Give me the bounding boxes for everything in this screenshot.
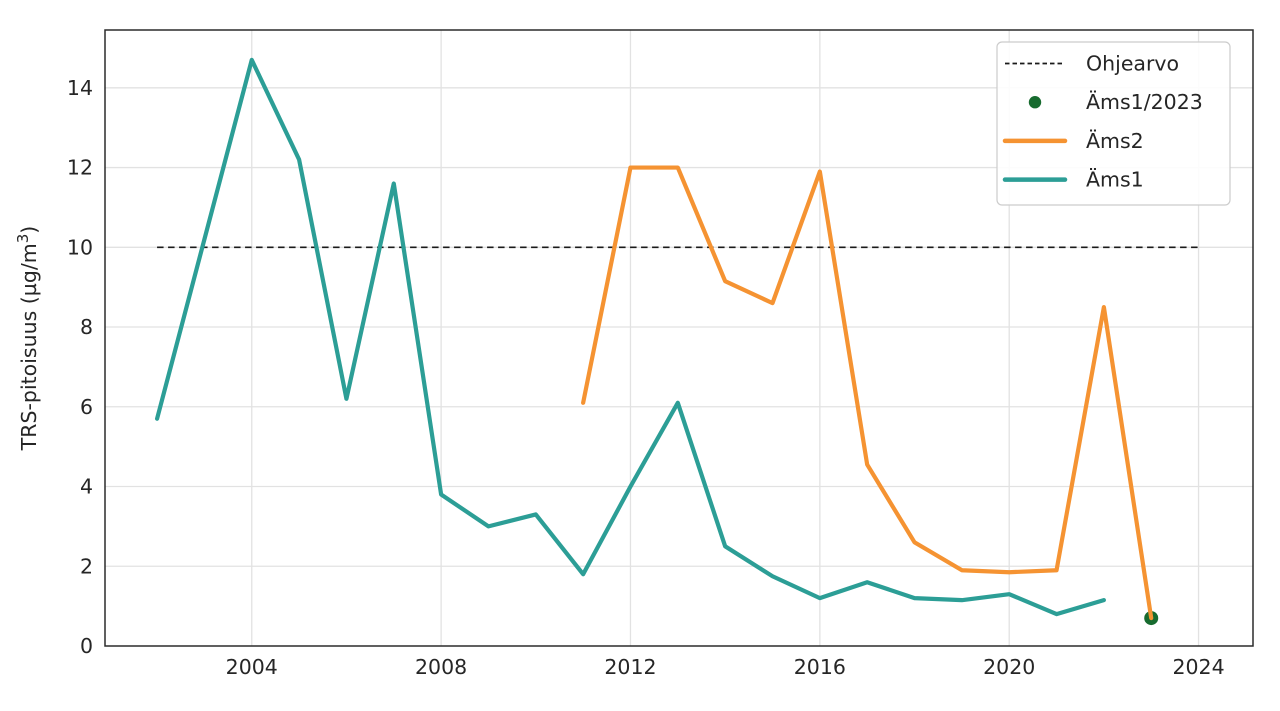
y-tick-label: 2 <box>80 554 93 578</box>
frame-layer <box>104 29 1254 647</box>
series-line--ms2 <box>581 165 1154 621</box>
legend-box <box>996 41 1231 206</box>
tick-labels: 2004 2008 2012 2016 2020 2024 0 2 4 6 8 10 12 14 <box>67 76 1225 679</box>
axis-label-layer: TRS-pitoisuus (µg/m3) <box>14 226 41 452</box>
legend-label: Äms2 <box>1086 128 1144 153</box>
legend-label: Äms1 <box>1086 167 1144 192</box>
plot-frame <box>104 29 1254 647</box>
y-tick-label: 4 <box>80 475 93 499</box>
x-tick-label: 2008 <box>415 655 467 679</box>
x-tick-label: 2012 <box>604 655 656 679</box>
x-tick-label: 2020 <box>983 655 1035 679</box>
y-tick-label: 14 <box>67 76 93 100</box>
legend-label: Ohjearvo <box>1086 52 1179 76</box>
y-axis-label: TRS-pitoisuus (µg/m3) <box>14 226 41 452</box>
y-tick-label: 10 <box>67 235 93 259</box>
legend-swatch-dot <box>1028 96 1042 109</box>
y-tick-label: 0 <box>80 634 93 658</box>
y-tick-label: 8 <box>80 315 93 339</box>
legend: Ohjearvo Äms1/2023 Äms2 Äms1 <box>996 41 1231 206</box>
y-tick-label: 6 <box>80 395 93 419</box>
series-line--ms1 <box>154 57 1106 617</box>
series-layer <box>154 57 1154 621</box>
legend-label: Äms1/2023 <box>1086 89 1203 114</box>
x-tick-label: 2024 <box>1172 655 1224 679</box>
x-tick-label: 2016 <box>794 655 846 679</box>
y-tick-label: 12 <box>67 156 93 180</box>
x-tick-label: 2004 <box>226 655 278 679</box>
